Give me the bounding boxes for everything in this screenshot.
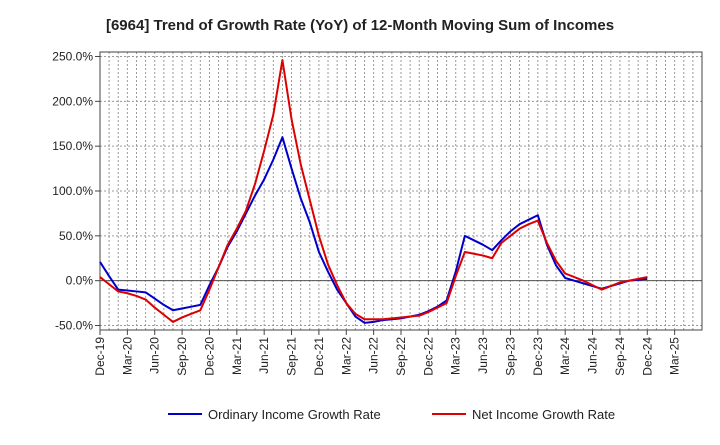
series-layer xyxy=(99,59,648,324)
y-tick-label: 100.0% xyxy=(52,184,93,198)
x-tick-label: Dec-24 xyxy=(640,337,654,376)
x-tick-label: Sep-24 xyxy=(613,337,627,376)
x-tick-label: Sep-22 xyxy=(394,337,408,376)
x-tick-label: Mar-20 xyxy=(120,337,134,375)
ordinary-income-growth-line xyxy=(99,136,648,324)
legend: Ordinary Income Growth Rate Net Income Gr… xyxy=(168,407,615,422)
legend-label: Ordinary Income Growth Rate xyxy=(208,407,381,422)
y-tick-label: 250.0% xyxy=(52,49,93,63)
y-axis-ticks: 250.0% 200.0% 150.0% 100.0% 50.0% 0.0% -50.0% xyxy=(52,49,100,333)
x-tick-label: Dec-22 xyxy=(421,337,435,376)
grid-lines xyxy=(99,52,703,330)
x-tick-label: Sep-21 xyxy=(285,337,299,376)
chart-title: [6964] Trend of Growth Rate (YoY) of 12-… xyxy=(106,17,614,34)
x-tick-label: Mar-22 xyxy=(339,337,353,375)
x-tick-label: Sep-20 xyxy=(175,337,189,376)
x-tick-label: Dec-19 xyxy=(93,337,107,376)
y-tick-label: 0.0% xyxy=(66,274,94,288)
x-tick-label: Jun-21 xyxy=(257,337,271,374)
net-income-growth-line xyxy=(99,59,648,323)
y-tick-label: -50.0% xyxy=(55,319,93,333)
x-tick-label: Dec-21 xyxy=(312,337,326,376)
x-tick-label: Mar-24 xyxy=(558,337,572,375)
x-tick-label: Dec-20 xyxy=(202,337,216,376)
x-axis-ticks: Dec-19 Mar-20 Jun-20 Sep-20 Dec-20 Mar-21 Jun-… xyxy=(93,330,682,376)
x-tick-label: Jun-22 xyxy=(367,337,381,374)
x-tick-label: Mar-21 xyxy=(230,337,244,375)
x-tick-label: Jun-24 xyxy=(586,337,600,374)
y-tick-label: 50.0% xyxy=(59,229,93,243)
x-tick-label: Sep-23 xyxy=(503,337,517,376)
x-tick-label: Jun-23 xyxy=(476,337,490,374)
y-tick-label: 150.0% xyxy=(52,139,93,153)
x-tick-label: Mar-25 xyxy=(668,337,682,375)
x-tick-label: Jun-20 xyxy=(148,337,162,374)
x-tick-label: Mar-23 xyxy=(449,337,463,375)
legend-label: Net Income Growth Rate xyxy=(472,407,615,422)
x-tick-label: Dec-23 xyxy=(531,337,545,376)
y-tick-label: 200.0% xyxy=(52,94,93,108)
